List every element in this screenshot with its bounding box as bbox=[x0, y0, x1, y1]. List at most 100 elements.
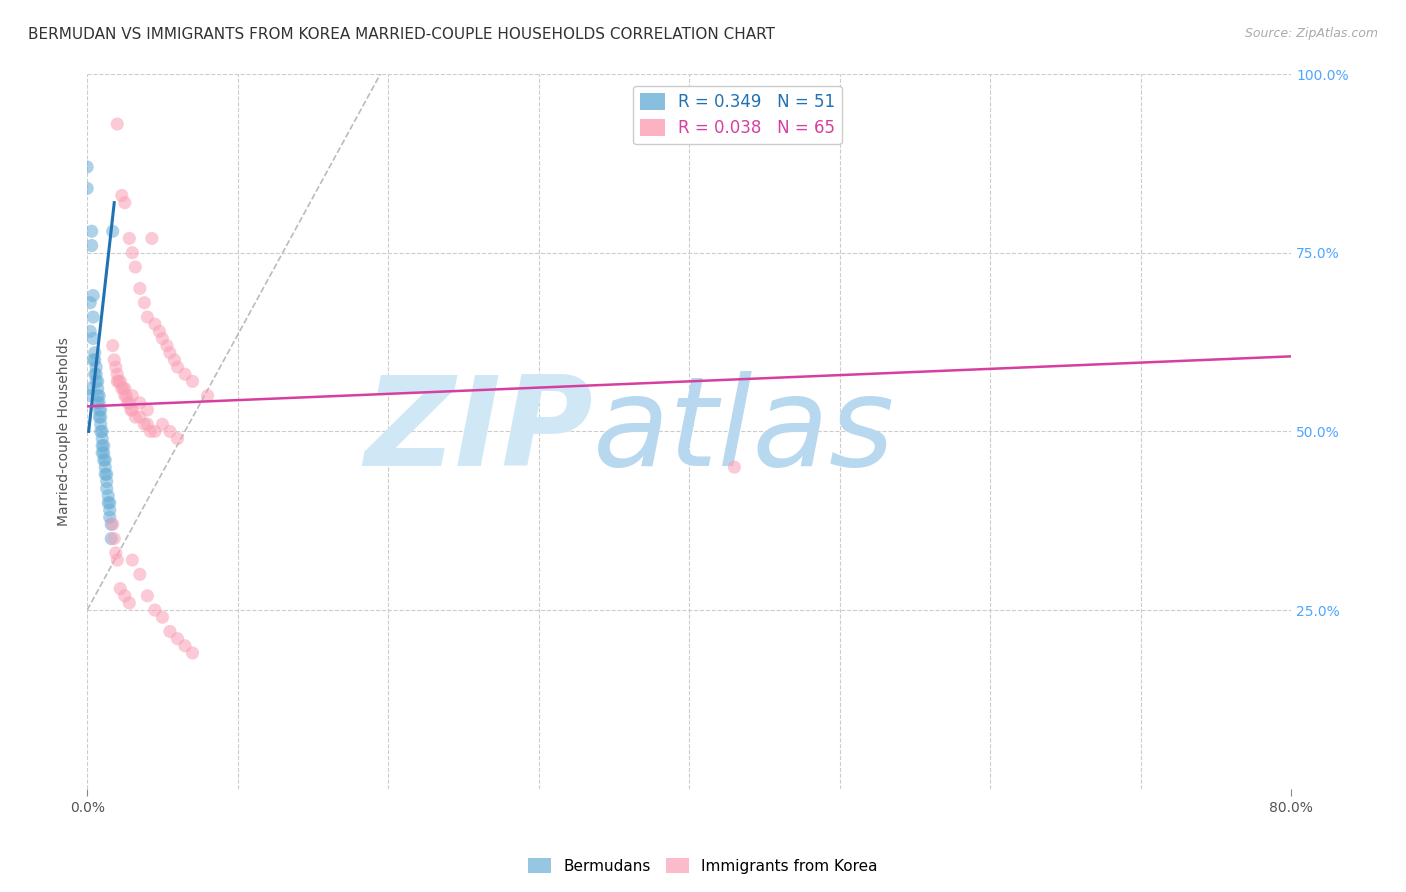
Point bbox=[128, 396, 150, 410]
Point bbox=[93, 446, 115, 460]
Point bbox=[141, 231, 163, 245]
Point bbox=[89, 396, 111, 410]
Point bbox=[107, 375, 129, 389]
Point bbox=[163, 352, 186, 367]
Point bbox=[111, 188, 134, 202]
Point bbox=[90, 410, 112, 425]
Point bbox=[94, 453, 117, 467]
Point bbox=[143, 603, 166, 617]
Point bbox=[159, 624, 181, 639]
Point bbox=[105, 117, 128, 131]
Point bbox=[76, 181, 98, 195]
Point bbox=[110, 582, 132, 596]
Point bbox=[143, 317, 166, 331]
Point bbox=[148, 324, 170, 338]
Point bbox=[86, 389, 108, 403]
Point bbox=[128, 567, 150, 582]
Point bbox=[166, 432, 188, 446]
Legend: Bermudans, Immigrants from Korea: Bermudans, Immigrants from Korea bbox=[522, 852, 884, 880]
Point bbox=[197, 389, 219, 403]
Point bbox=[83, 368, 105, 382]
Point bbox=[110, 375, 132, 389]
Point bbox=[117, 396, 139, 410]
Point bbox=[89, 403, 111, 417]
Point bbox=[114, 195, 136, 210]
Point bbox=[105, 553, 128, 567]
Point bbox=[86, 382, 108, 396]
Point bbox=[84, 368, 107, 382]
Point bbox=[114, 382, 136, 396]
Point bbox=[96, 475, 118, 489]
Point bbox=[103, 352, 125, 367]
Point bbox=[136, 589, 159, 603]
Point bbox=[98, 496, 121, 510]
Point bbox=[86, 396, 108, 410]
Point bbox=[101, 338, 124, 352]
Point bbox=[118, 396, 141, 410]
Point bbox=[159, 345, 181, 359]
Point bbox=[118, 596, 141, 610]
Point bbox=[118, 231, 141, 245]
Text: ZIP: ZIP bbox=[364, 371, 593, 491]
Point bbox=[79, 324, 101, 338]
Point bbox=[723, 460, 745, 475]
Point bbox=[76, 160, 98, 174]
Point bbox=[91, 432, 114, 446]
Point bbox=[82, 310, 104, 324]
Text: BERMUDAN VS IMMIGRANTS FROM KOREA MARRIED-COUPLE HOUSEHOLDS CORRELATION CHART: BERMUDAN VS IMMIGRANTS FROM KOREA MARRIE… bbox=[28, 27, 775, 42]
Text: atlas: atlas bbox=[593, 371, 896, 491]
Point bbox=[80, 224, 103, 238]
Point bbox=[115, 389, 138, 403]
Point bbox=[100, 517, 122, 532]
Point bbox=[181, 375, 204, 389]
Point bbox=[93, 453, 115, 467]
Point bbox=[159, 425, 181, 439]
Point bbox=[143, 425, 166, 439]
Point bbox=[103, 532, 125, 546]
Point bbox=[79, 382, 101, 396]
Point bbox=[152, 417, 174, 432]
Point bbox=[90, 403, 112, 417]
Point bbox=[84, 360, 107, 375]
Point bbox=[121, 553, 143, 567]
Point bbox=[136, 310, 159, 324]
Point bbox=[128, 281, 150, 295]
Point bbox=[84, 375, 107, 389]
Point bbox=[124, 410, 146, 425]
Point bbox=[97, 489, 120, 503]
Point bbox=[174, 368, 197, 382]
Point bbox=[104, 360, 127, 375]
Point bbox=[91, 439, 114, 453]
Y-axis label: Married-couple Households: Married-couple Households bbox=[58, 337, 72, 525]
Point bbox=[89, 410, 111, 425]
Point bbox=[89, 389, 111, 403]
Point bbox=[101, 517, 124, 532]
Point bbox=[97, 496, 120, 510]
Point bbox=[100, 532, 122, 546]
Point bbox=[82, 331, 104, 345]
Point bbox=[134, 417, 156, 432]
Point bbox=[111, 382, 134, 396]
Point bbox=[79, 295, 101, 310]
Point bbox=[91, 446, 114, 460]
Point bbox=[82, 288, 104, 302]
Text: Source: ZipAtlas.com: Source: ZipAtlas.com bbox=[1244, 27, 1378, 40]
Point bbox=[96, 482, 118, 496]
Point bbox=[80, 238, 103, 252]
Point bbox=[114, 589, 136, 603]
Point bbox=[104, 546, 127, 560]
Point bbox=[139, 425, 162, 439]
Legend: R = 0.349   N = 51, R = 0.038   N = 65: R = 0.349 N = 51, R = 0.038 N = 65 bbox=[633, 86, 842, 144]
Point bbox=[83, 345, 105, 359]
Point bbox=[136, 403, 159, 417]
Point bbox=[86, 375, 108, 389]
Point bbox=[105, 375, 128, 389]
Point bbox=[156, 338, 179, 352]
Point bbox=[181, 646, 204, 660]
Point bbox=[121, 403, 143, 417]
Point bbox=[121, 245, 143, 260]
Point bbox=[120, 403, 142, 417]
Point bbox=[96, 467, 118, 482]
Point bbox=[121, 389, 143, 403]
Point bbox=[112, 382, 135, 396]
